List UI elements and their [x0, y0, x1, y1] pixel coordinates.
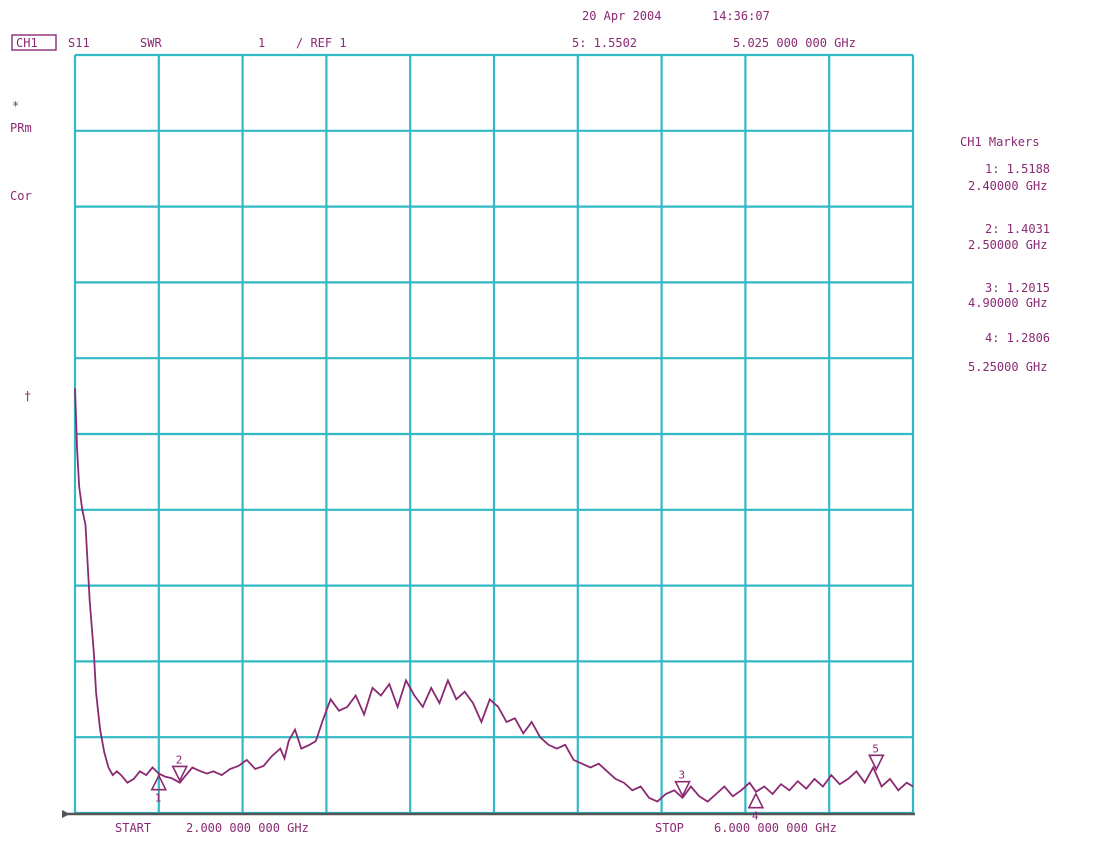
- marker-label: 3: [679, 769, 686, 782]
- marker-entry-frequency: 4.90000 GHz: [968, 296, 1047, 310]
- time-readout: 14:36:07: [712, 9, 770, 23]
- marker-entry-value: 2: 1.4031: [985, 222, 1050, 236]
- marker-entry-frequency: 5.25000 GHz: [968, 360, 1047, 374]
- marker-triangle-icon: [868, 754, 885, 772]
- star-annotation: *: [12, 99, 19, 113]
- prm-annotation: PRm: [10, 121, 32, 135]
- stop-frequency: 6.000 000 000 GHz: [714, 821, 837, 835]
- marker-entry-value: 1: 1.5188: [985, 162, 1050, 176]
- active-marker-readout: 5: 1.5502: [572, 36, 637, 50]
- parameter-label: S11: [68, 36, 90, 50]
- marker-label: 4: [752, 810, 759, 823]
- marker-entry-1: 1: 1.5188 2.40000 GHz: [968, 162, 1050, 193]
- marker-entry-3: 3: 1.2015 4.90000 GHz: [968, 281, 1050, 310]
- marker-label: 5: [872, 742, 879, 755]
- marker-label: 2: [176, 753, 183, 766]
- active-marker-frequency: 5.025 000 000 GHz: [733, 36, 856, 50]
- reference-arrow: †: [24, 389, 31, 403]
- marker-entry-4: 4: 1.2806 5.25000 GHz: [968, 331, 1050, 374]
- start-frequency: 2.000 000 000 GHz: [186, 821, 309, 835]
- marker-entry-frequency: 2.50000 GHz: [968, 238, 1047, 252]
- start-label: START: [115, 821, 151, 835]
- marker-3: 3: [674, 769, 691, 798]
- marker-2: 2: [171, 753, 189, 783]
- marker-triangle-icon: [747, 791, 765, 809]
- marker-triangle-icon: [150, 773, 168, 791]
- marker-5: 5: [868, 742, 885, 772]
- marker-entry-2: 2: 1.4031 2.50000 GHz: [968, 222, 1050, 252]
- marker-entry-value: 3: 1.2015: [985, 281, 1050, 295]
- scale-label: 1: [258, 36, 265, 50]
- stop-label: STOP: [655, 821, 684, 835]
- marker-entry-frequency: 2.40000 GHz: [968, 179, 1047, 193]
- marker-entry-value: 4: 1.2806: [985, 331, 1050, 345]
- marker-label: 1: [155, 792, 162, 805]
- markers-panel-title: CH1 Markers: [960, 135, 1039, 149]
- cor-annotation: Cor: [10, 189, 32, 203]
- date-readout: 20 Apr 2004: [582, 9, 661, 23]
- format-label: SWR: [140, 36, 162, 50]
- marker-4: 4: [747, 791, 765, 823]
- marker-1: 1: [150, 773, 168, 805]
- ref-label: / REF 1: [296, 36, 347, 50]
- channel-label: CH1: [16, 36, 38, 50]
- trace-markers: 1 2 3 4 5: [150, 742, 885, 823]
- swr-trace: [74, 388, 914, 803]
- graticule: [73, 53, 915, 815]
- channel-box: [11, 34, 57, 51]
- marker-triangle-icon: [171, 765, 189, 783]
- marker-triangle-icon: [674, 780, 691, 798]
- reference-pointer-icon: [62, 810, 70, 818]
